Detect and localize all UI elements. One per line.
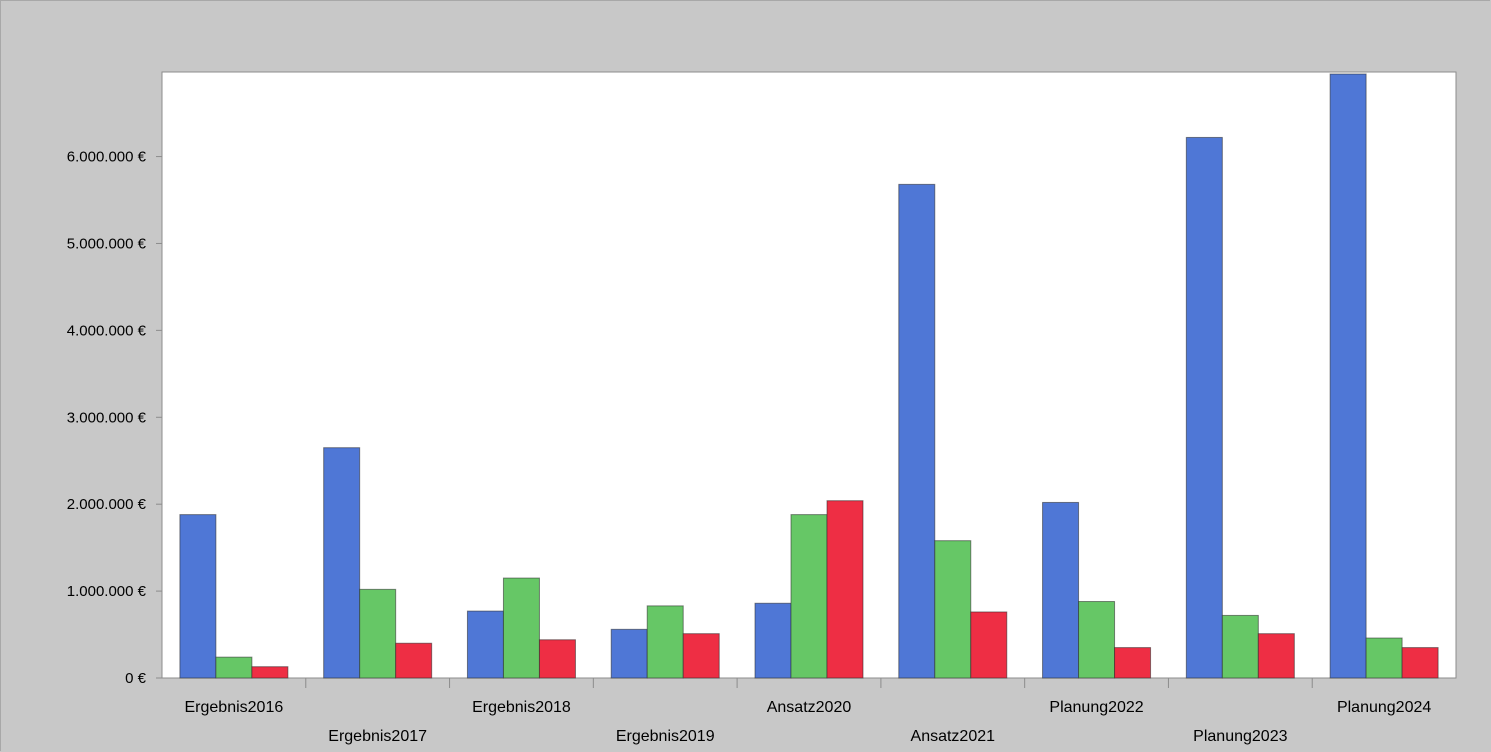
- bar-series-1: [1042, 501, 1080, 679]
- bar-series-2: [215, 656, 253, 679]
- bar-series-2: [790, 514, 828, 679]
- bar-series-3: [538, 639, 576, 679]
- bar-series-2: [1078, 601, 1116, 679]
- y-tick-label: 4.000.000 €: [67, 322, 147, 339]
- bar-series-1: [466, 610, 504, 679]
- x-category-label: Ansatz2020: [767, 699, 852, 716]
- bar-series-1: [898, 183, 936, 679]
- bar-series-2: [1221, 614, 1259, 679]
- bar-series-3: [1114, 647, 1152, 679]
- bars: [179, 73, 1439, 679]
- x-category-label: Ergebnis2016: [185, 699, 284, 716]
- y-axis: 0 € 1.000.000 € 2.000.000 € 3.000.000 € 4.00…: [67, 149, 162, 687]
- y-tick-label: 3.000.000 €: [67, 409, 147, 426]
- bar-series-1: [1185, 136, 1223, 679]
- y-tick-label: 1.000.000 €: [67, 583, 147, 600]
- y-tick-label: 0 €: [125, 670, 147, 687]
- x-category-label: Planung2024: [1337, 699, 1431, 716]
- bar-series-2: [502, 577, 540, 679]
- x-category-label: Planung2022: [1049, 699, 1143, 716]
- bar-series-2: [1365, 637, 1403, 679]
- bar-series-1: [1329, 73, 1367, 679]
- y-tick-label: 6.000.000 €: [67, 149, 147, 166]
- bar-series-2: [359, 588, 397, 679]
- y-tick-label: 2.000.000 €: [67, 496, 147, 513]
- x-category-label: Ergebnis2018: [472, 699, 571, 716]
- x-category-label: Planung2023: [1193, 728, 1287, 745]
- bar-series-3: [251, 666, 289, 679]
- y-tick-label: 5.000.000 €: [67, 235, 147, 252]
- bar-series-1: [754, 602, 792, 679]
- bar-series-1: [610, 628, 648, 679]
- bar-series-3: [970, 611, 1008, 679]
- bar-series-1: [179, 514, 217, 679]
- bar-series-2: [646, 605, 684, 679]
- bar-series-3: [682, 633, 720, 679]
- bar-series-2: [934, 540, 972, 679]
- bar-series-3: [1257, 633, 1295, 679]
- bar-series-3: [1401, 647, 1439, 679]
- x-axis: Ergebnis2016 Ergebnis2017 Ergebnis2018 Erge…: [185, 678, 1431, 745]
- bar-series-3: [826, 500, 864, 679]
- bar-series-3: [395, 642, 433, 679]
- x-category-label: Ergebnis2017: [328, 728, 427, 745]
- x-category-label: Ergebnis2019: [616, 728, 715, 745]
- x-category-label: Ansatz2021: [911, 728, 996, 745]
- bar-series-1: [323, 447, 361, 679]
